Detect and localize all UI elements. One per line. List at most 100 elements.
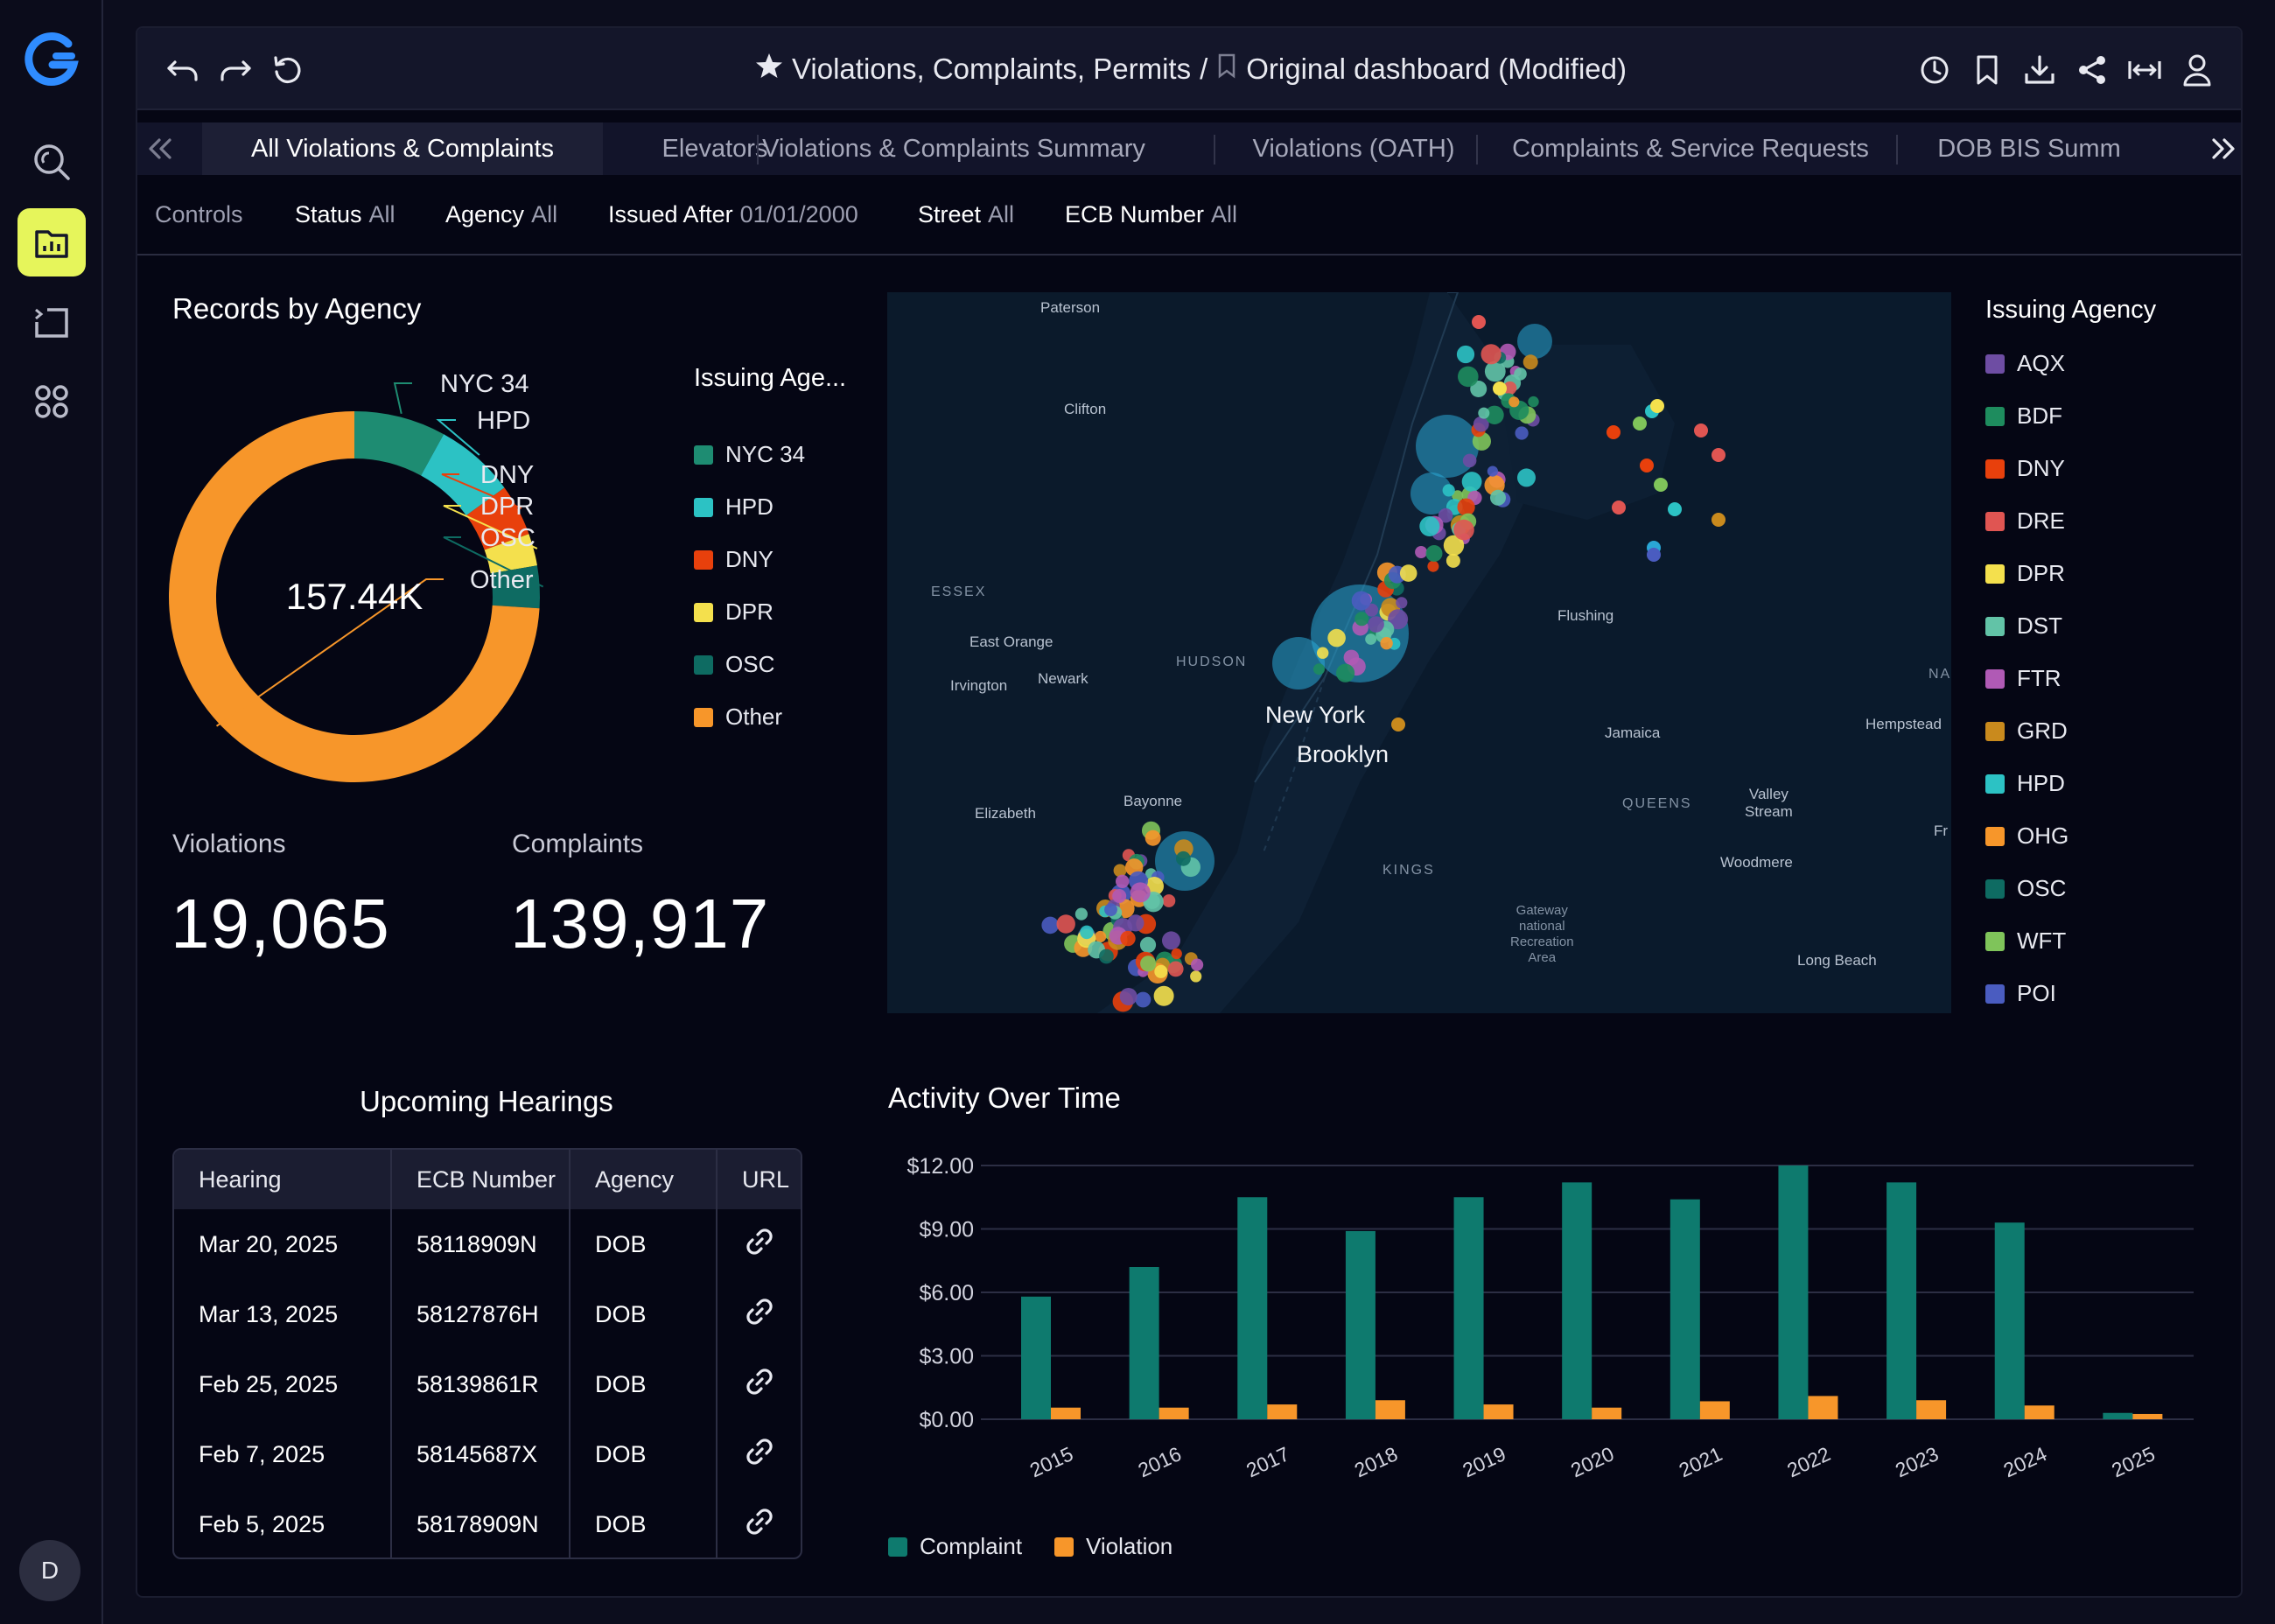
map-marker[interactable] bbox=[1167, 961, 1184, 977]
tab-violations-complaints-summary[interactable]: Violations & Complaints Summary bbox=[762, 134, 1145, 163]
map-legend-item-bdf[interactable]: BDF bbox=[1985, 402, 2062, 430]
map-marker[interactable] bbox=[1633, 416, 1647, 430]
map-marker[interactable] bbox=[1458, 366, 1479, 388]
map-marker[interactable] bbox=[1140, 956, 1157, 972]
map-marker[interactable] bbox=[1391, 718, 1405, 732]
map-legend-item-ftr[interactable]: FTR bbox=[1985, 665, 2062, 692]
bar-complaint-2018[interactable] bbox=[1345, 1230, 1376, 1419]
bar-complaint-2023[interactable] bbox=[1886, 1182, 1917, 1419]
map-marker[interactable] bbox=[1154, 964, 1168, 978]
column-header-url[interactable]: URL bbox=[717, 1150, 801, 1209]
table-row[interactable]: Feb 5, 2025 58178909N DOB bbox=[174, 1489, 801, 1558]
column-header-ecb-number[interactable]: ECB Number bbox=[391, 1150, 570, 1209]
map-marker[interactable] bbox=[1191, 958, 1204, 971]
map-marker[interactable] bbox=[1112, 889, 1127, 903]
map-marker[interactable] bbox=[1171, 948, 1182, 960]
bar-complaint-2021[interactable] bbox=[1670, 1199, 1700, 1419]
map-cluster[interactable] bbox=[1410, 472, 1452, 514]
map-marker[interactable] bbox=[1190, 970, 1202, 983]
map-marker[interactable] bbox=[1606, 425, 1620, 439]
dashboards-icon[interactable] bbox=[18, 208, 86, 276]
map-marker[interactable] bbox=[1162, 894, 1176, 907]
map-cluster[interactable] bbox=[1517, 324, 1552, 359]
map-marker[interactable] bbox=[1074, 907, 1088, 920]
map-marker[interactable] bbox=[1056, 914, 1075, 934]
app-logo-icon[interactable] bbox=[21, 30, 84, 93]
map-marker[interactable] bbox=[1473, 416, 1489, 432]
map-marker[interactable] bbox=[1478, 407, 1490, 419]
link-icon[interactable] bbox=[744, 1296, 775, 1334]
map-legend-item-aqx[interactable]: AQX bbox=[1985, 350, 2065, 377]
map-marker[interactable] bbox=[1119, 988, 1138, 1005]
status-filter[interactable]: Status All bbox=[295, 201, 396, 228]
redo-icon[interactable] bbox=[218, 52, 253, 88]
history-icon[interactable] bbox=[1917, 52, 1952, 88]
issued-after-filter[interactable]: Issued After 01/01/2000 bbox=[608, 201, 858, 228]
donut-legend-item-other[interactable]: Other bbox=[694, 704, 782, 731]
map-marker[interactable] bbox=[1612, 500, 1626, 514]
legend-complaint[interactable]: Complaint bbox=[888, 1533, 1022, 1560]
map-marker[interactable] bbox=[1113, 864, 1127, 878]
bar-violation-2018[interactable] bbox=[1375, 1400, 1405, 1419]
map-marker[interactable] bbox=[1480, 344, 1502, 365]
map-marker[interactable] bbox=[1484, 360, 1506, 382]
map-marker[interactable] bbox=[1368, 616, 1384, 633]
bar-violation-2017[interactable] bbox=[1267, 1404, 1298, 1419]
bar-complaint-2017[interactable] bbox=[1237, 1197, 1268, 1419]
map-legend-item-dpr[interactable]: DPR bbox=[1985, 560, 2065, 587]
map-marker[interactable] bbox=[1514, 368, 1527, 381]
link-icon[interactable] bbox=[744, 1436, 775, 1474]
map-legend-item-ohg[interactable]: OHG bbox=[1985, 822, 2068, 850]
map-marker[interactable] bbox=[1380, 637, 1393, 650]
tab-complaints-service-requests[interactable]: Complaints & Service Requests bbox=[1512, 134, 1869, 163]
records-by-agency-donut[interactable]: NYC 34 HPD DNY DPR OSC Other 157.44K bbox=[164, 360, 776, 816]
fit-width-icon[interactable] bbox=[2127, 52, 2162, 88]
bar-complaint-2016[interactable] bbox=[1129, 1267, 1159, 1419]
map-legend-item-grd[interactable]: GRD bbox=[1985, 718, 2068, 745]
map-marker[interactable] bbox=[1493, 382, 1507, 396]
map-legend-item-osc[interactable]: OSC bbox=[1985, 875, 2066, 902]
activity-over-time-chart[interactable]: $0.00 $3.00 $6.00 $9.00 $12.00 2015 2016 2017 20… bbox=[881, 1139, 2229, 1507]
map-marker[interactable] bbox=[1399, 564, 1418, 582]
table-row[interactable]: Feb 25, 2025 58139861R DOB bbox=[174, 1349, 801, 1419]
map-marker[interactable] bbox=[1490, 489, 1506, 506]
map-marker[interactable] bbox=[1327, 628, 1346, 648]
link-icon[interactable] bbox=[744, 1226, 775, 1264]
bar-violation-2015[interactable] bbox=[1051, 1407, 1081, 1419]
donut-slice-dny[interactable] bbox=[466, 487, 529, 550]
map-marker[interactable] bbox=[1456, 345, 1475, 364]
map-marker[interactable] bbox=[1640, 458, 1654, 472]
tab-elevators[interactable]: Elevators bbox=[662, 134, 768, 163]
map-marker[interactable] bbox=[1116, 874, 1130, 888]
map-marker[interactable] bbox=[1135, 991, 1152, 1008]
tabs-scroll-right-icon[interactable] bbox=[2206, 131, 2241, 166]
donut-legend-item-nyc-34[interactable]: NYC 34 bbox=[694, 441, 805, 468]
sql-runner-icon[interactable] bbox=[18, 289, 86, 357]
map-marker[interactable] bbox=[1647, 548, 1661, 562]
map-marker[interactable] bbox=[1104, 903, 1117, 916]
map-marker[interactable] bbox=[1446, 553, 1460, 568]
bar-complaint-2022[interactable] bbox=[1778, 1166, 1809, 1419]
refresh-icon[interactable] bbox=[270, 52, 305, 88]
street-filter[interactable]: Street All bbox=[918, 201, 1014, 228]
map-cluster[interactable] bbox=[1416, 415, 1479, 478]
map-marker[interactable] bbox=[1457, 498, 1475, 516]
map-marker[interactable] bbox=[1396, 597, 1408, 609]
map-cluster[interactable] bbox=[1272, 637, 1325, 690]
table-row[interactable]: Mar 13, 2025 58127876H DOB bbox=[174, 1279, 801, 1349]
bar-violation-2023[interactable] bbox=[1916, 1400, 1947, 1419]
map-marker[interactable] bbox=[1650, 399, 1664, 413]
map-legend-item-dny[interactable]: DNY bbox=[1985, 455, 2065, 482]
map-marker[interactable] bbox=[1668, 502, 1682, 516]
table-row[interactable]: Feb 7, 2025 58145687X DOB bbox=[174, 1419, 801, 1489]
breadcrumb-parent[interactable]: Violations, Complaints, Permits bbox=[792, 52, 1192, 85]
map-marker[interactable] bbox=[1120, 930, 1136, 947]
map-marker[interactable] bbox=[1162, 931, 1180, 950]
map-marker[interactable] bbox=[1443, 535, 1465, 556]
map-marker[interactable] bbox=[1144, 830, 1161, 846]
map-marker[interactable] bbox=[1528, 396, 1539, 408]
map-marker[interactable] bbox=[1442, 484, 1455, 497]
link-icon[interactable] bbox=[744, 1366, 775, 1404]
bookmark-icon[interactable] bbox=[1970, 52, 2005, 88]
bar-complaint-2015[interactable] bbox=[1021, 1296, 1051, 1419]
